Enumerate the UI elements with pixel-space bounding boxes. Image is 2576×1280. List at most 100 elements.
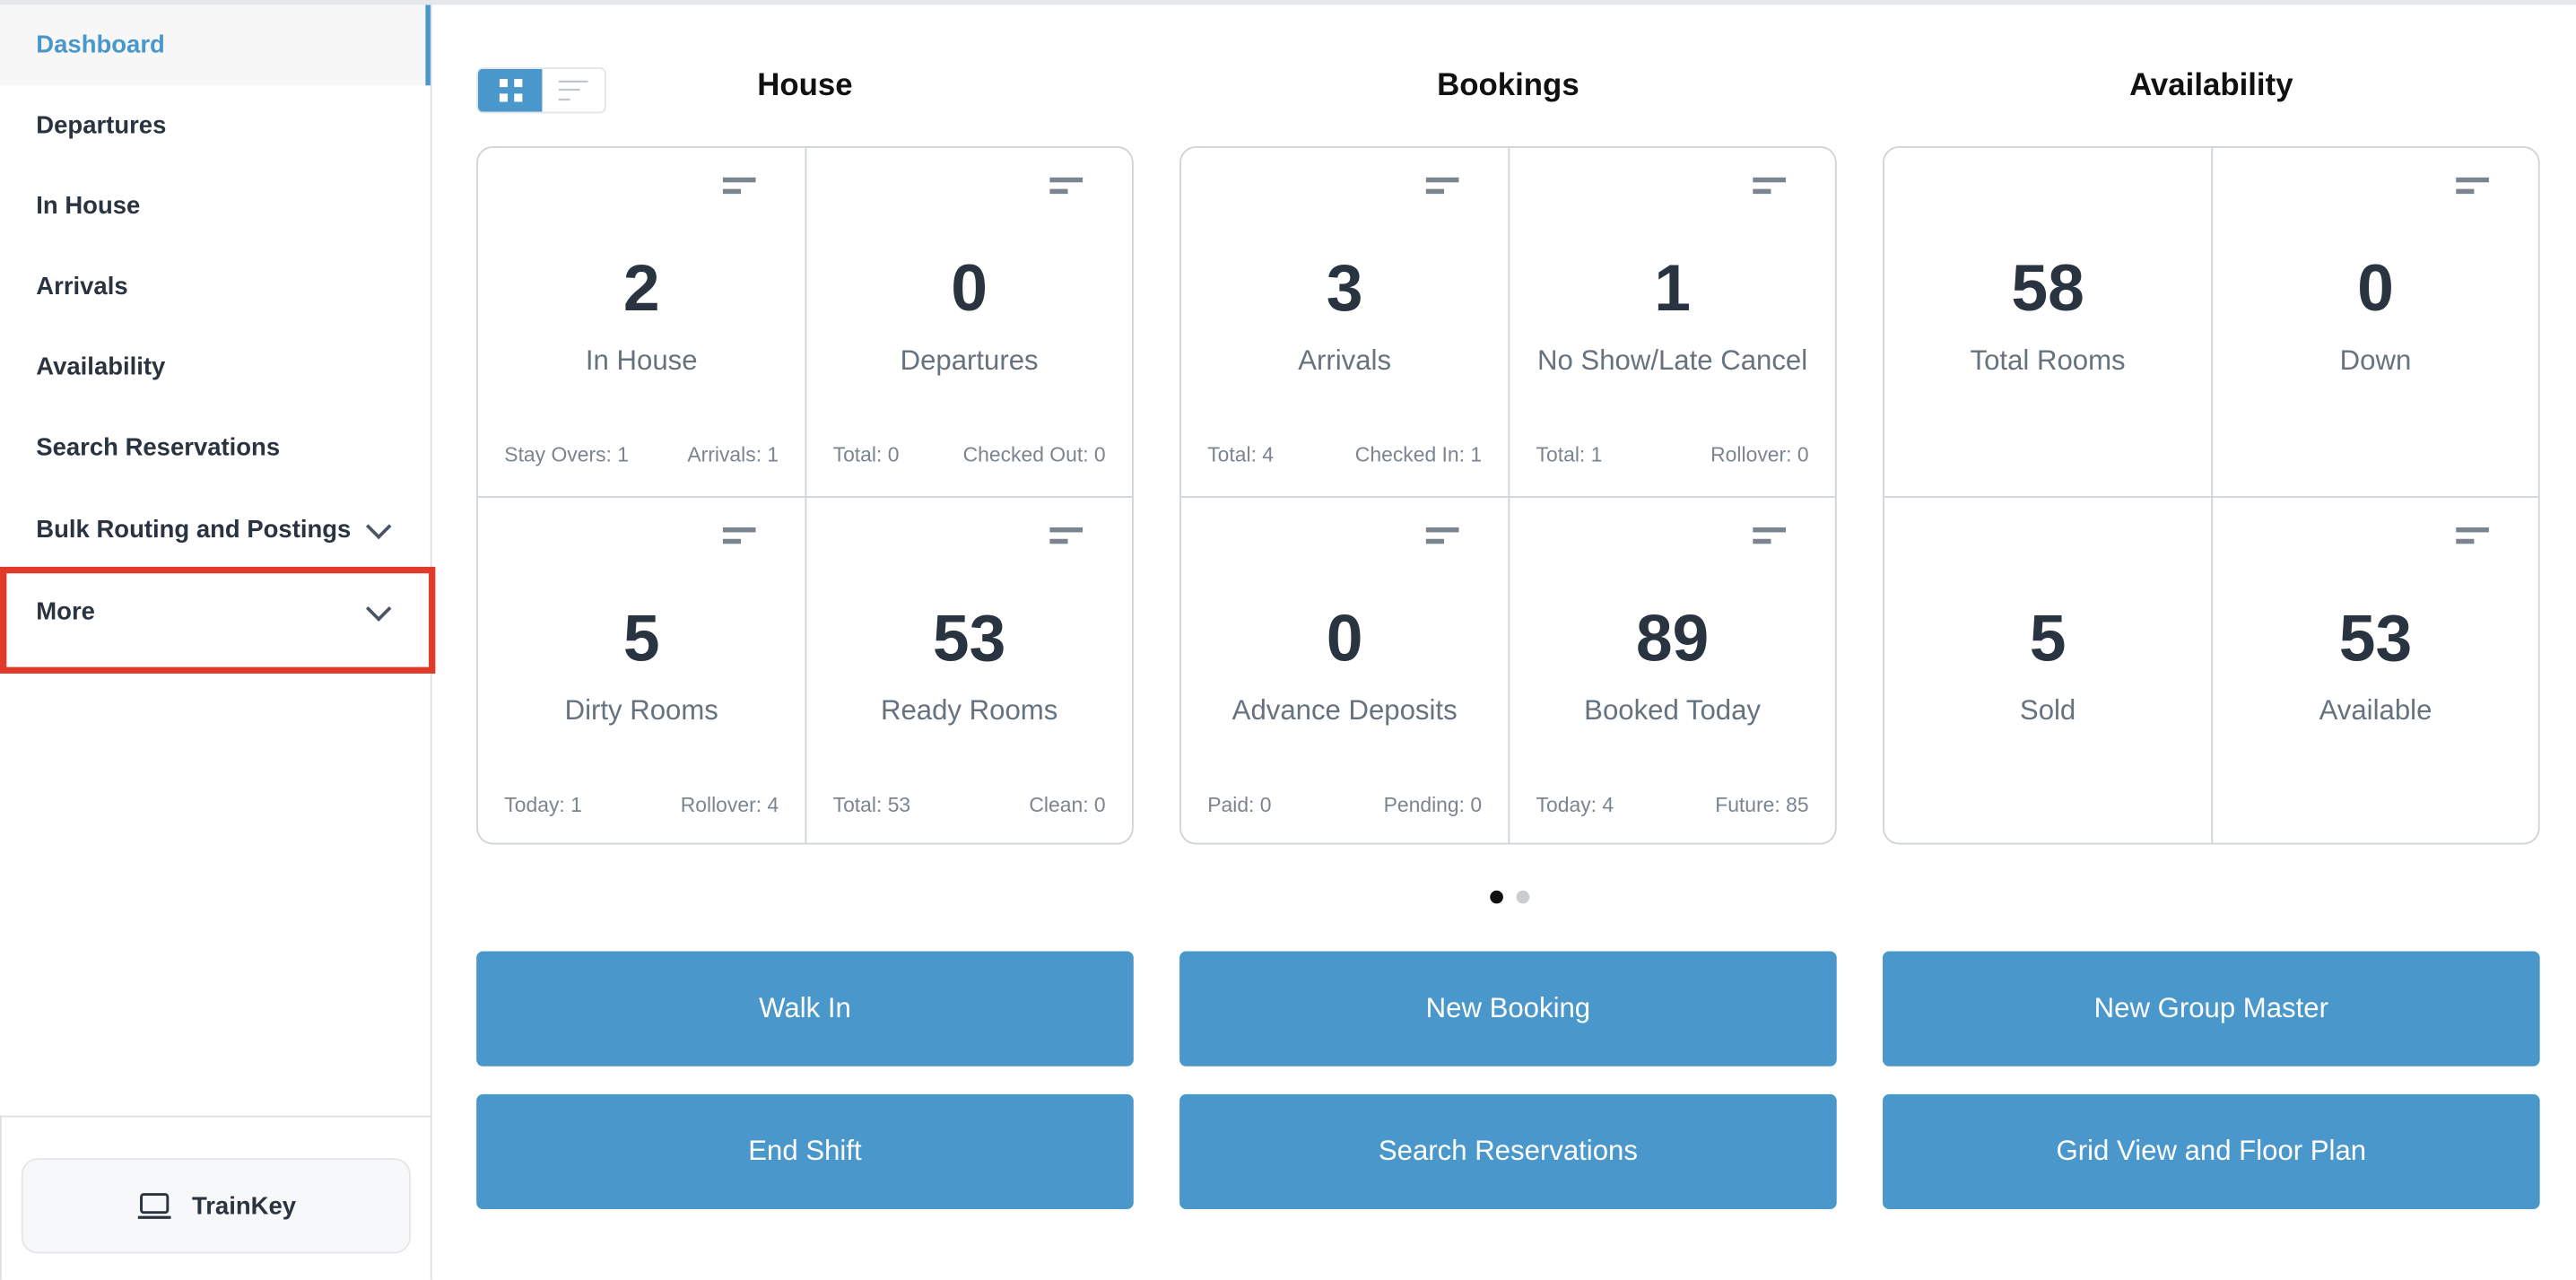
sidebar-item-arrivals[interactable]: Arrivals — [0, 247, 431, 327]
stat-footer-left: Today: 4 — [1536, 792, 1614, 816]
stat-value: 2 — [622, 253, 660, 326]
stat-footer-right: Pending: 0 — [1383, 792, 1483, 816]
stat-footer-left: Paid: 0 — [1207, 792, 1272, 816]
filter-menu-icon[interactable] — [1049, 177, 1083, 195]
stat-label: Booked Today — [1584, 693, 1761, 726]
bookings-card: 3 Arrivals Total: 4 Checked In: 1 1 No Show/L… — [1179, 146, 1837, 845]
stat-label: Sold — [2019, 693, 2076, 726]
sidebar-item-label: Availability — [36, 353, 166, 381]
trainkey-button[interactable]: TrainKey — [21, 1158, 411, 1254]
end-shift-button[interactable]: End Shift — [476, 1093, 1134, 1210]
trainkey-panel: TrainKey — [0, 1115, 431, 1280]
filter-menu-icon[interactable] — [1425, 177, 1459, 195]
sidebar-item-label: Departures — [36, 111, 167, 140]
grid-icon — [498, 78, 522, 102]
grid-view-floor-plan-button[interactable]: Grid View and Floor Plan — [1883, 1093, 2540, 1210]
grid-view-button[interactable] — [477, 68, 543, 112]
laptop-icon — [137, 1193, 171, 1219]
stat-label: No Show/Late Cancel — [1536, 344, 1808, 377]
availability-card: 58 Total Rooms 0 Down 5 Sold 53 Available — [1883, 146, 2540, 845]
list-view-button[interactable] — [542, 69, 605, 112]
stat-tile[interactable]: 0 Departures Total: 0 Checked Out: 0 — [805, 147, 1131, 496]
stat-label: Advance Deposits — [1231, 693, 1458, 726]
trainkey-label: TrainKey — [191, 1191, 297, 1220]
stat-value: 5 — [622, 602, 660, 675]
stat-tile[interactable]: 5 Sold — [1884, 495, 2212, 842]
stat-footer-right: Rollover: 0 — [1710, 443, 1809, 467]
sidebar-item-more[interactable]: More — [0, 571, 431, 652]
sidebar-item-label: Bulk Routing and Postings — [36, 516, 352, 544]
sidebar-item-search-reservations[interactable]: Search Reservations — [0, 407, 431, 488]
stat-label: Ready Rooms — [880, 693, 1058, 726]
stat-value: 53 — [932, 602, 1006, 675]
stat-label: Down — [2339, 344, 2412, 377]
stat-tile[interactable]: 0 Down — [2211, 147, 2537, 496]
sidebar: Dashboard Departures In House Arrivals A… — [0, 4, 436, 1280]
page-dot-1[interactable] — [1490, 890, 1503, 904]
house-card: 2 In House Stay Overs: 1 Arrivals: 1 0 Depart… — [476, 146, 1134, 845]
availability-heading: Availability — [2129, 68, 2293, 104]
list-icon — [558, 80, 588, 101]
stat-label: In House — [585, 344, 698, 377]
stat-value: 5 — [2029, 602, 2067, 675]
filter-menu-icon[interactable] — [722, 527, 756, 544]
stat-tile[interactable]: 5 Dirty Rooms Today: 1 Rollover: 4 — [477, 495, 805, 842]
stat-footer-left: Total: 0 — [832, 443, 900, 467]
stat-tile[interactable]: 3 Arrivals Total: 4 Checked In: 1 — [1181, 148, 1508, 495]
sidebar-item-bulk-routing[interactable]: Bulk Routing and Postings — [0, 490, 431, 570]
new-group-master-button[interactable]: New Group Master — [1883, 951, 2540, 1067]
stat-label: Available — [2319, 693, 2432, 726]
stat-value: 58 — [2011, 253, 2084, 326]
sidebar-item-label: In House — [36, 192, 141, 221]
stat-value: 0 — [1326, 602, 1363, 675]
stat-value: 0 — [2357, 253, 2394, 326]
sidebar-item-availability[interactable]: Availability — [0, 327, 431, 407]
sidebar-item-departures[interactable]: Departures — [0, 85, 431, 166]
stat-footer-right: Rollover: 4 — [680, 792, 779, 816]
stat-footer-left: Total: 1 — [1536, 443, 1603, 467]
chevron-down-icon — [365, 596, 392, 622]
pagination-dots — [1490, 890, 1530, 904]
stat-footer-left: Today: 1 — [504, 792, 582, 816]
house-heading: House — [757, 68, 853, 104]
new-booking-button[interactable]: New Booking — [1179, 951, 1837, 1067]
page-dot-2[interactable] — [1516, 890, 1530, 904]
stat-label: Departures — [900, 344, 1039, 377]
stat-value: 0 — [951, 253, 988, 326]
stat-footer-right: Clean: 0 — [1029, 792, 1106, 816]
stat-tile[interactable]: 58 Total Rooms — [1884, 148, 2211, 495]
stat-tile[interactable]: 1 No Show/Late Cancel Total: 1 Rollover: 0 — [1508, 147, 1834, 496]
stat-label: Dirty Rooms — [564, 693, 718, 726]
stat-tile[interactable]: 2 In House Stay Overs: 1 Arrivals: 1 — [478, 148, 805, 495]
stat-footer-right: Future: 85 — [1715, 792, 1809, 816]
top-divider — [0, 0, 2576, 5]
stat-footer-right: Checked In: 1 — [1354, 443, 1483, 467]
sidebar-item-dashboard[interactable]: Dashboard — [0, 4, 431, 86]
sidebar-item-label: Search Reservations — [36, 433, 281, 462]
filter-menu-icon[interactable] — [1049, 527, 1083, 544]
filter-menu-icon[interactable] — [1753, 527, 1786, 544]
filter-menu-icon[interactable] — [1753, 177, 1786, 195]
stat-value: 3 — [1326, 253, 1363, 326]
filter-menu-icon[interactable] — [2456, 177, 2489, 195]
stat-tile[interactable]: 89 Booked Today Today: 4 Future: 85 — [1508, 495, 1835, 843]
stat-tile[interactable]: 53 Ready Rooms Total: 53 Clean: 0 — [805, 495, 1132, 843]
view-toggle — [476, 67, 606, 114]
stat-footer-right: Checked Out: 0 — [962, 443, 1106, 467]
stat-tile[interactable]: 0 Advance Deposits Paid: 0 Pending: 0 — [1180, 495, 1509, 842]
stat-value: 89 — [1635, 602, 1710, 675]
chevron-down-icon — [365, 513, 392, 540]
sidebar-item-label: Arrivals — [36, 273, 128, 301]
filter-menu-icon[interactable] — [1425, 527, 1459, 544]
stat-footer-left: Total: 53 — [832, 792, 911, 816]
stat-footer-left: Stay Overs: 1 — [504, 443, 630, 467]
stat-footer-left: Total: 4 — [1207, 443, 1275, 467]
filter-menu-icon[interactable] — [722, 177, 756, 195]
stat-tile[interactable]: 53 Available — [2211, 495, 2538, 843]
sidebar-item-in-house[interactable]: In House — [0, 166, 431, 247]
walk-in-button[interactable]: Walk In — [476, 951, 1134, 1067]
search-reservations-button[interactable]: Search Reservations — [1179, 1093, 1837, 1210]
filter-menu-icon[interactable] — [2456, 527, 2489, 544]
stat-footer-right: Arrivals: 1 — [687, 443, 779, 467]
